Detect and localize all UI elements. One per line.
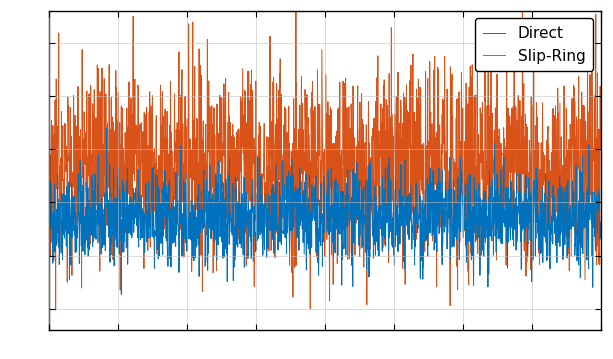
Line: Direct: Direct xyxy=(49,128,601,294)
Direct xyxy=(45,205,53,209)
Slip-Ring xyxy=(581,278,588,282)
Direct xyxy=(581,224,588,229)
Slip-Ring xyxy=(74,109,81,113)
Slip-Ring xyxy=(314,119,321,123)
Line: Slip-Ring: Slip-Ring xyxy=(49,0,601,310)
Slip-Ring xyxy=(597,146,604,150)
Direct xyxy=(480,254,487,258)
Slip-Ring xyxy=(52,308,59,312)
Direct xyxy=(118,292,125,297)
Slip-Ring xyxy=(299,127,306,132)
Slip-Ring xyxy=(45,195,53,200)
Direct xyxy=(314,227,321,231)
Slip-Ring xyxy=(480,203,487,207)
Legend: Direct, Slip-Ring: Direct, Slip-Ring xyxy=(475,18,593,71)
Direct xyxy=(103,126,110,130)
Direct xyxy=(581,210,588,214)
Slip-Ring xyxy=(581,192,588,196)
Direct xyxy=(299,240,306,244)
Direct xyxy=(74,224,81,229)
Direct xyxy=(597,234,604,238)
